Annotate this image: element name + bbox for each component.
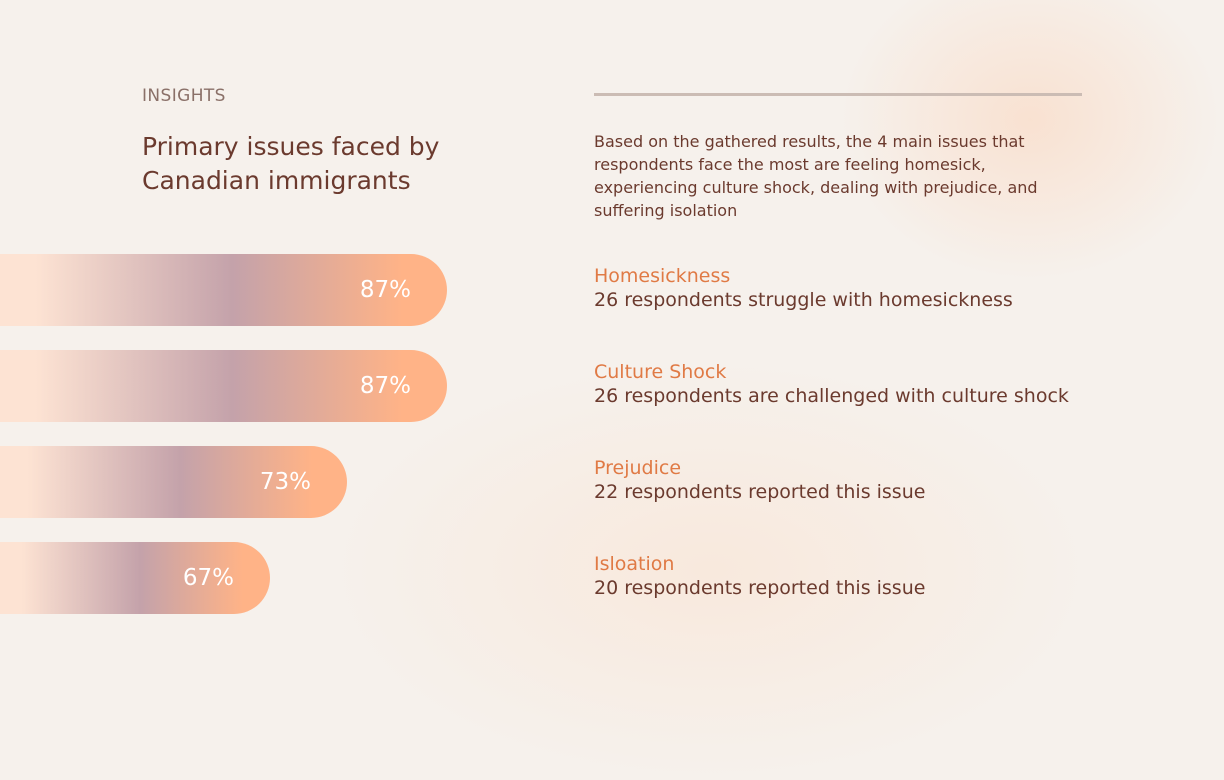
issue-description: 26 respondents are challenged with cultu… — [594, 385, 1069, 407]
issue-name: Homesickness — [594, 265, 731, 287]
bar-2: 87% — [0, 350, 447, 422]
summary-text: Based on the gathered results, the 4 mai… — [594, 132, 1038, 220]
background-glow-top — [840, 0, 1220, 280]
issue-description: 22 respondents reported this issue — [594, 481, 926, 503]
bar-3: 73% — [0, 446, 347, 518]
bar-4: 67% — [0, 542, 270, 614]
issue-item: Isloation 20 respondents reported this is… — [594, 552, 1114, 601]
bar-1: 87% — [0, 254, 447, 326]
bar-value-label: 87% — [359, 277, 411, 303]
section-eyebrow: INSIGHTS — [142, 86, 226, 106]
divider — [594, 93, 1082, 96]
issue-name: Isloation — [594, 553, 675, 575]
bar-value-label: 87% — [359, 373, 411, 399]
issue-name: Prejudice — [594, 457, 682, 479]
issue-description: 26 respondents struggle with homesicknes… — [594, 289, 1013, 311]
issue-item: Prejudice 22 respondents reported this is… — [594, 456, 1114, 505]
issue-item: Homesickness 26 respondents struggle with… — [594, 264, 1114, 313]
page-title: Primary issues faced by Canadian immigra… — [142, 132, 440, 195]
issue-name: Culture Shock — [594, 361, 727, 383]
issue-item: Culture Shock 26 respondents are challeng… — [594, 360, 1114, 409]
bar-value-label: 73% — [259, 469, 311, 495]
bar-value-label: 67% — [182, 565, 234, 591]
issue-description: 20 respondents reported this issue — [594, 577, 926, 599]
